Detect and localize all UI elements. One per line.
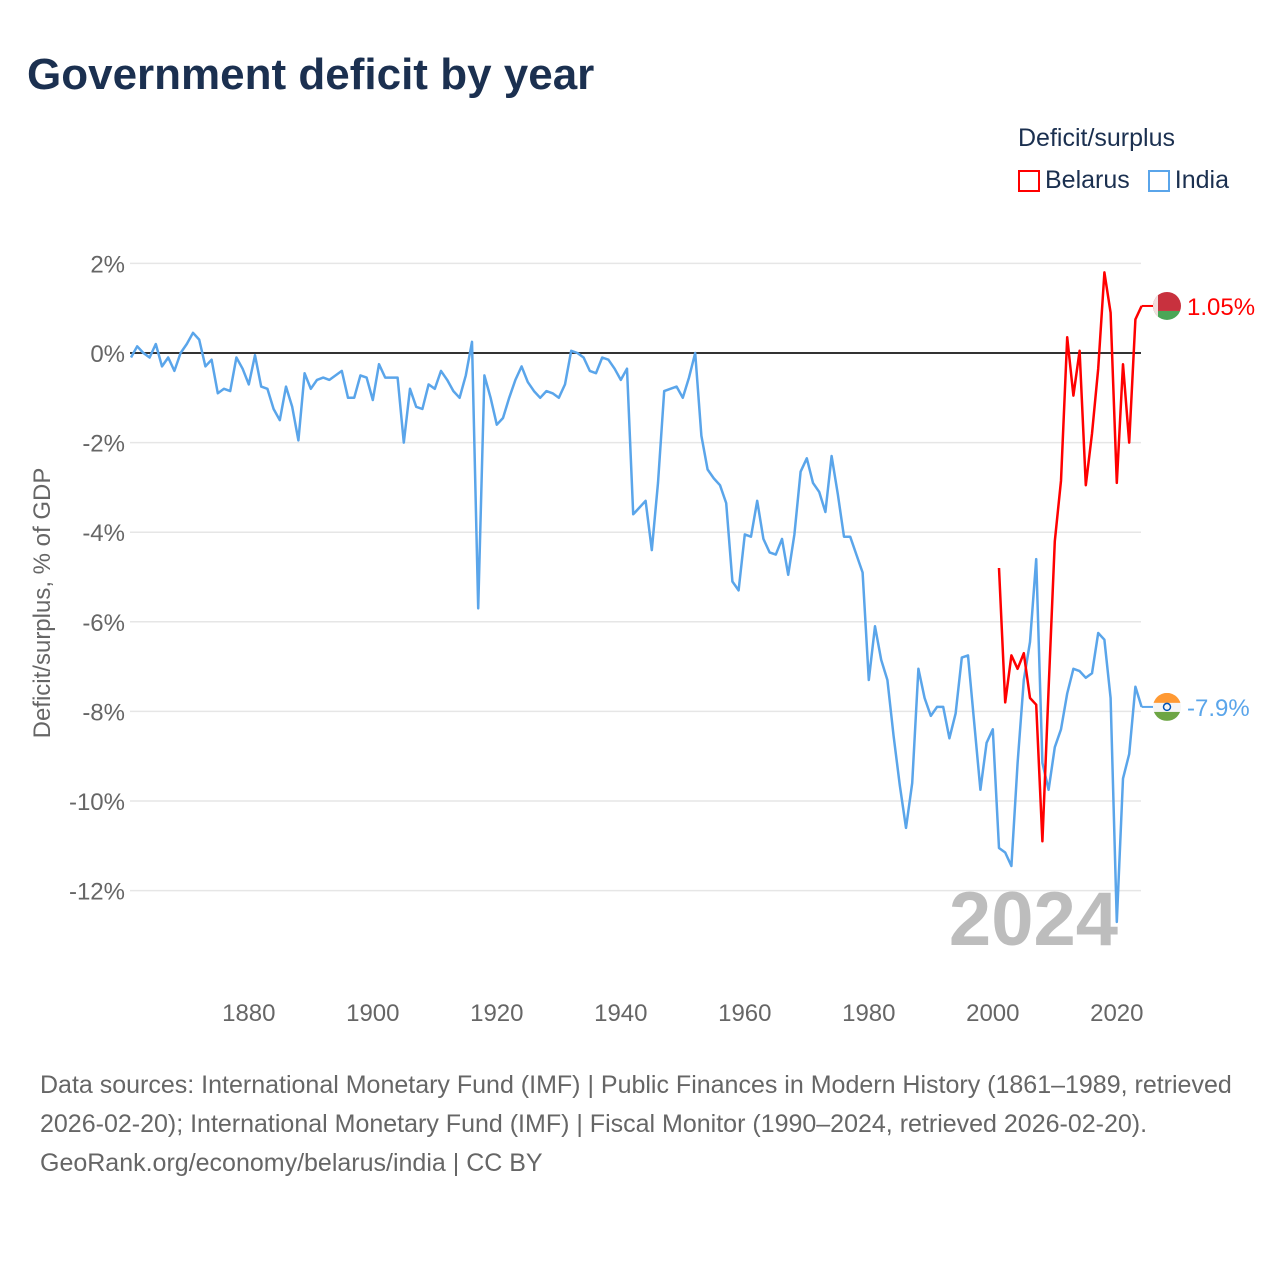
y-tick-label: -12% <box>69 879 125 906</box>
legend-item-belarus[interactable]: Belarus <box>1018 166 1130 195</box>
legend-label: Belarus <box>1045 166 1130 194</box>
legend: Belarus India <box>1018 166 1229 195</box>
y-tick-label: -4% <box>82 520 125 547</box>
x-tick-label: 1980 <box>842 1000 895 1027</box>
flag-india-icon <box>1153 692 1181 721</box>
legend-item-india[interactable]: India <box>1147 166 1229 195</box>
end-value-label: -7.9% <box>1187 695 1250 722</box>
series-group: -7.9% 1.05% <box>129 271 1255 924</box>
x-tick-label: 1880 <box>222 1000 275 1027</box>
x-tick-label: 2020 <box>1090 1000 1143 1027</box>
legend-swatch-belarus <box>1018 169 1040 192</box>
x-tick-label: 1940 <box>594 1000 647 1027</box>
end-value-label: 1.05% <box>1187 294 1255 321</box>
flag-belarus-icon <box>1153 291 1181 320</box>
y-tick-label: -2% <box>82 431 125 458</box>
flag-red-band <box>1153 291 1181 311</box>
y-tick-label: 0% <box>90 341 125 368</box>
y-axis-label: Deficit/surplus, % of GDP <box>29 468 56 739</box>
flag-body <box>1153 692 1181 721</box>
legend-label: India <box>1174 166 1229 194</box>
x-tick-label: 2000 <box>966 1000 1019 1027</box>
x-tick-label: 1900 <box>346 1000 399 1027</box>
y-tick-label: -8% <box>82 699 125 726</box>
flag-green-band <box>1153 711 1181 721</box>
legend-title: Deficit/surplus <box>1018 124 1175 152</box>
x-tick-label: 1920 <box>470 1000 523 1027</box>
series-line-belarus <box>997 271 1143 843</box>
series-line-india <box>129 331 1143 924</box>
flag-white-band <box>1153 702 1181 712</box>
year-watermark: 2024 <box>949 877 1118 962</box>
data-sources: Data sources: International Monetary Fun… <box>40 1071 1232 1138</box>
y-tick-label: -6% <box>82 610 125 637</box>
footer: Data sources: International Monetary Fun… <box>40 1066 1240 1183</box>
page-title: Government deficit by year <box>27 50 595 99</box>
source-link[interactable]: GeoRank.org/economy/belarus/india <box>40 1149 446 1177</box>
flag-body <box>1153 291 1181 320</box>
x-tick-label: 1960 <box>718 1000 771 1027</box>
y-tick-label: 2% <box>90 251 125 278</box>
ashoka-chakra-icon <box>1162 702 1172 712</box>
legend-swatch-india <box>1147 169 1170 192</box>
flag-ornament <box>1153 291 1158 320</box>
flag-green-band <box>1153 310 1181 320</box>
flag-saffron-band <box>1153 692 1181 703</box>
license: CC BY <box>466 1149 543 1177</box>
y-tick-label: -10% <box>69 789 125 816</box>
